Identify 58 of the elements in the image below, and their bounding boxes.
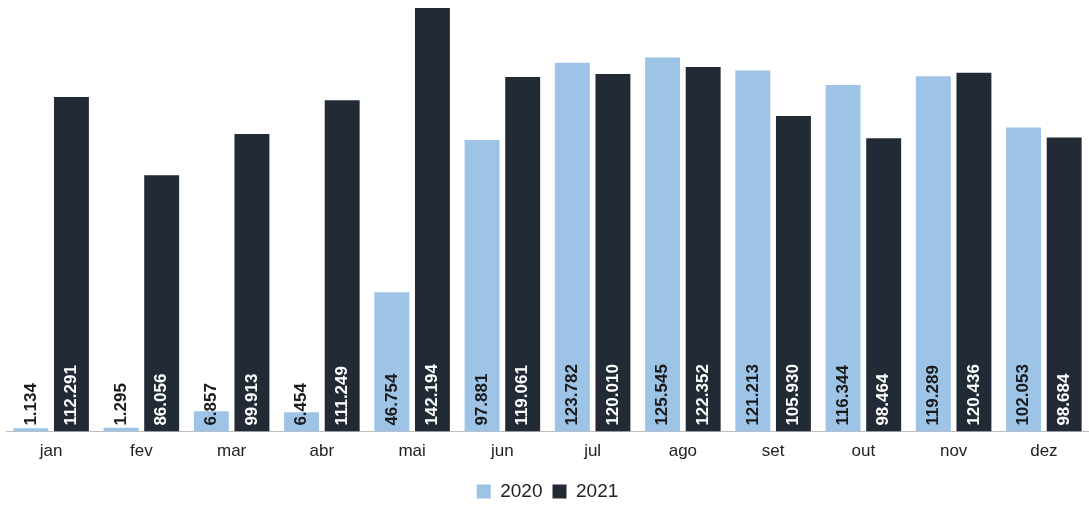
bar [464,140,500,432]
x-tick-label: ago [668,441,698,461]
data-label: 86.056 [151,373,171,426]
bar [144,175,180,432]
data-label: 99.913 [241,373,261,426]
x-tick-label: jan [38,441,63,461]
bar [645,57,681,432]
x-tick-label: mai [398,441,426,461]
data-label: 6.454 [291,382,311,426]
bar [735,70,771,432]
bar [956,72,992,432]
x-tick-label: dez [1030,441,1058,461]
bar [554,62,590,432]
bar [1006,127,1042,432]
data-label: 6.857 [201,383,221,426]
data-label: 98.464 [873,373,893,426]
x-tick-label: mar [216,441,247,461]
bar [324,100,360,432]
bar [505,76,541,432]
data-label: 122.352 [692,364,712,426]
bar [825,85,861,432]
bar [915,76,951,432]
bar [866,138,902,432]
bar [685,67,721,432]
x-tick-label: set [761,441,785,461]
data-label: 125.545 [652,364,672,426]
bar [374,292,410,432]
x-tick-label: fev [130,441,154,461]
x-tick-label: out [851,441,876,461]
legend-label: 2021 [576,479,619,501]
data-label: 46.754 [381,373,401,426]
data-label: 1.134 [20,382,40,426]
bar [53,97,89,432]
legend-label: 2020 [500,479,543,501]
data-label: 98.684 [1053,373,1073,426]
bar [1046,137,1082,432]
data-label: 142.194 [422,363,442,426]
data-label: 119.061 [512,365,532,426]
data-label: 121.213 [742,364,762,426]
bar [234,133,270,432]
data-label: 1.295 [110,383,130,426]
data-label: 116.344 [832,364,852,426]
data-label: 102.053 [1013,364,1033,426]
bar [595,74,631,432]
x-tick-label: jun [490,441,514,461]
data-label: 119.289 [923,365,943,426]
x-tick-label: nov [939,441,968,461]
data-label: 120.010 [602,364,622,426]
x-tick-label: abr [309,441,335,461]
data-label: 105.930 [783,364,803,426]
data-label: 120.436 [963,364,983,426]
data-label: 112.291 [61,365,81,426]
bar [414,8,450,432]
data-label: 111.249 [331,366,351,426]
bar [775,116,811,432]
x-tick-label: jul [583,441,602,461]
data-label: 97.881 [471,373,491,426]
data-label: 123.782 [562,364,582,426]
